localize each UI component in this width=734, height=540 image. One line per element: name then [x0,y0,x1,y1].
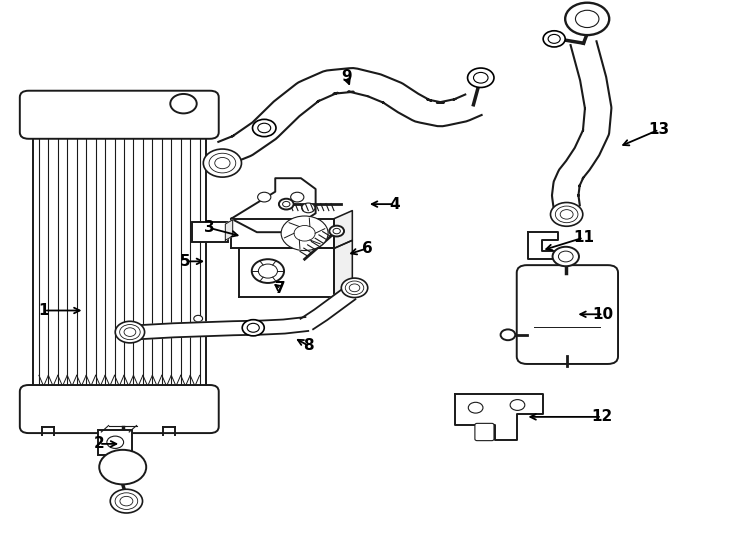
Text: 11: 11 [573,230,594,245]
Circle shape [215,158,230,168]
Circle shape [281,216,328,251]
Circle shape [349,284,360,292]
Text: 6: 6 [362,241,372,256]
Text: 3: 3 [204,220,214,235]
Circle shape [258,192,271,202]
Circle shape [115,493,138,509]
Polygon shape [528,232,558,259]
Circle shape [560,210,573,219]
Circle shape [291,192,304,202]
Text: 1: 1 [39,303,49,318]
Text: 7: 7 [275,281,286,296]
FancyBboxPatch shape [98,430,132,455]
Circle shape [473,72,488,83]
Circle shape [194,234,203,241]
Circle shape [120,325,140,340]
Circle shape [468,68,494,87]
Polygon shape [334,211,352,248]
Polygon shape [231,219,334,248]
Circle shape [294,226,315,241]
Circle shape [170,94,197,113]
Polygon shape [225,220,233,240]
Polygon shape [33,135,206,394]
Circle shape [468,402,483,413]
Polygon shape [300,289,355,329]
FancyBboxPatch shape [517,265,618,364]
Circle shape [252,259,284,283]
Circle shape [302,203,315,213]
Circle shape [548,35,560,43]
Text: 9: 9 [341,69,352,84]
Circle shape [110,489,142,513]
Polygon shape [239,248,334,297]
Circle shape [345,281,364,295]
Circle shape [194,315,203,322]
Polygon shape [218,68,482,163]
Text: 10: 10 [593,307,614,322]
Circle shape [120,496,133,506]
Circle shape [565,3,609,35]
Circle shape [107,436,123,448]
Circle shape [203,149,241,177]
Circle shape [99,450,146,484]
Circle shape [252,119,276,137]
Circle shape [330,226,344,237]
Polygon shape [140,317,308,339]
Circle shape [258,264,277,278]
Circle shape [242,320,264,336]
FancyBboxPatch shape [20,91,219,139]
Circle shape [510,400,525,410]
Circle shape [258,123,271,133]
Polygon shape [231,178,316,232]
Circle shape [341,278,368,298]
Text: 4: 4 [390,197,400,212]
Circle shape [501,329,515,340]
Circle shape [559,251,573,262]
Text: 5: 5 [180,254,190,269]
Text: 2: 2 [94,436,104,451]
Text: 13: 13 [649,122,669,137]
FancyBboxPatch shape [475,423,494,441]
Text: 8: 8 [303,338,313,353]
Circle shape [115,321,145,343]
Circle shape [553,247,579,266]
Circle shape [209,153,236,173]
Polygon shape [552,41,611,207]
Circle shape [556,206,578,222]
Circle shape [279,199,294,210]
Circle shape [283,201,290,207]
Polygon shape [334,240,352,297]
Circle shape [333,228,341,234]
Polygon shape [455,394,543,440]
Circle shape [247,323,259,332]
Circle shape [124,328,136,336]
Circle shape [575,10,599,28]
Text: 12: 12 [592,409,612,424]
FancyBboxPatch shape [192,222,228,242]
Circle shape [550,202,583,226]
Circle shape [543,31,565,47]
FancyBboxPatch shape [20,385,219,433]
